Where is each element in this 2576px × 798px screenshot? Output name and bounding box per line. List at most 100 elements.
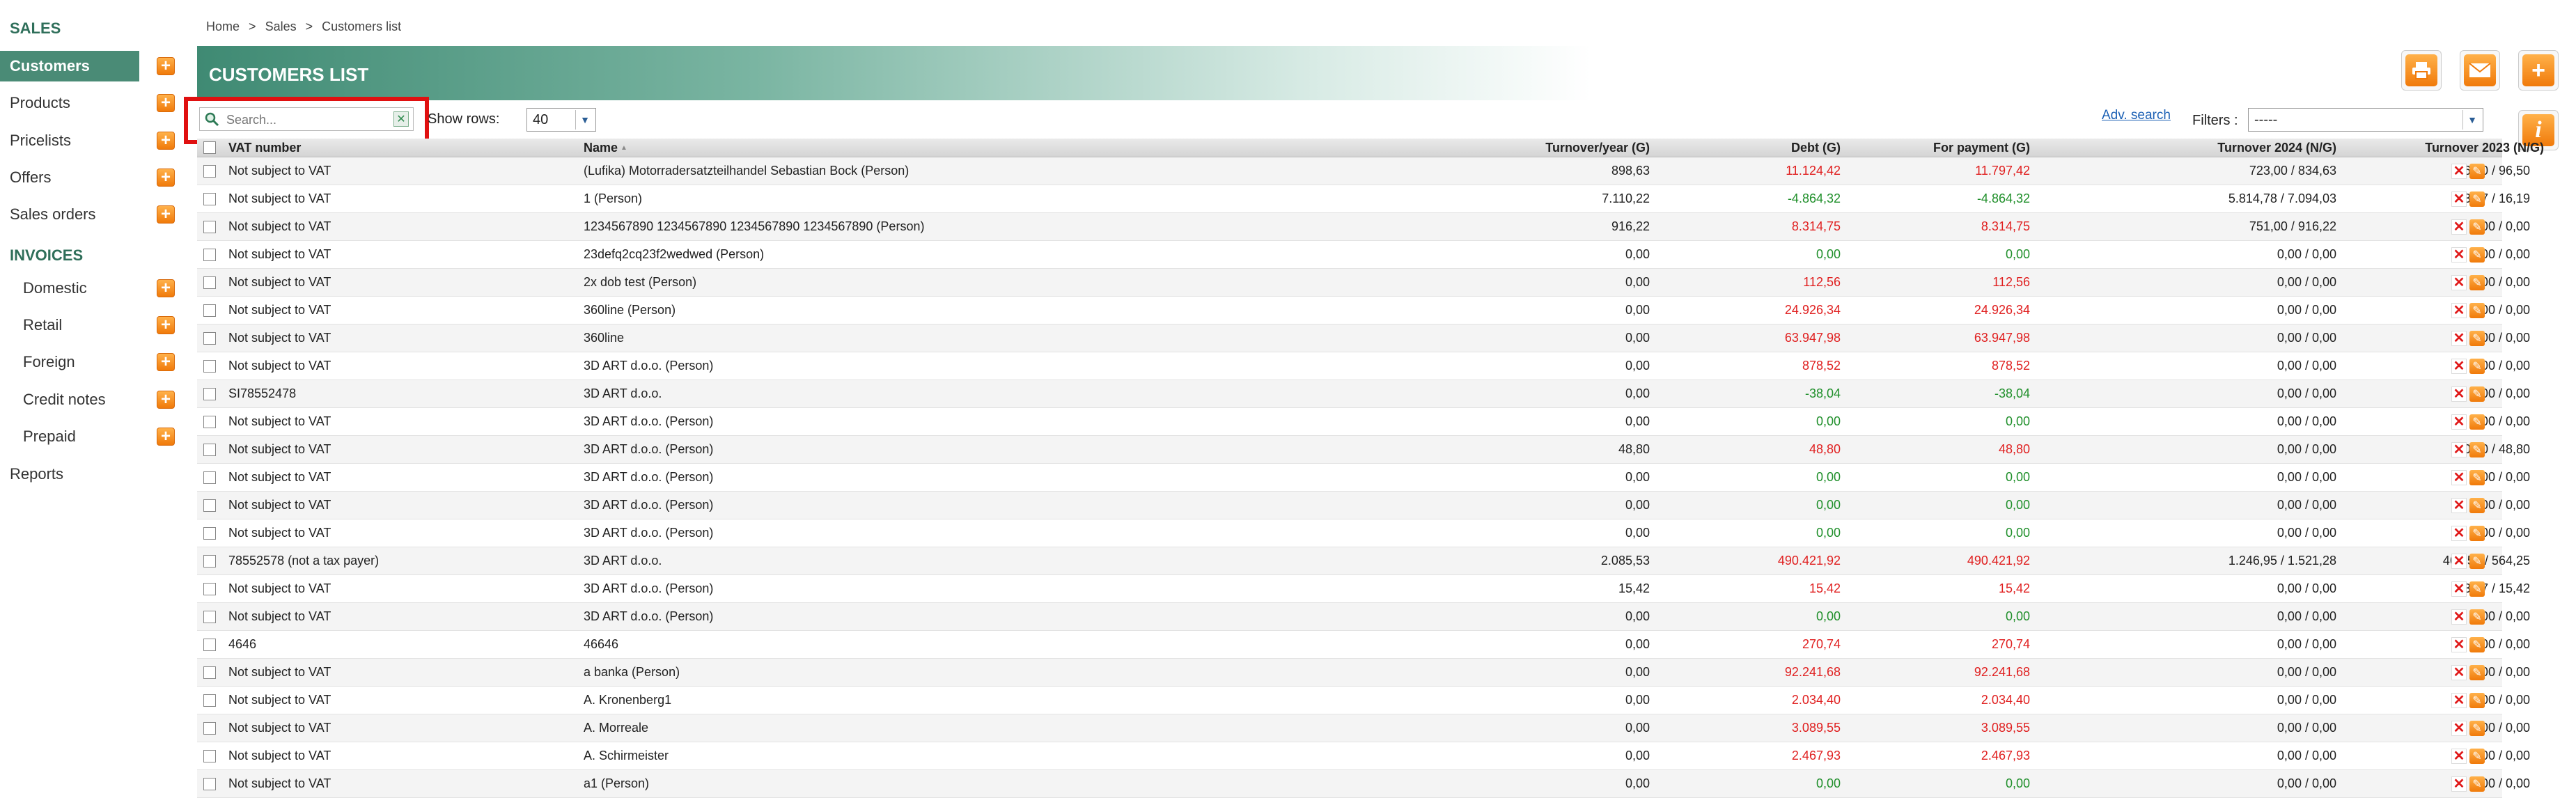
column-header-turnover[interactable]: Turnover/year (G) — [1545, 140, 1650, 155]
sidebar-item-products[interactable]: Products — [0, 88, 187, 118]
sidebar-item-domestic[interactable]: Domestic — [0, 273, 187, 304]
row-checkbox[interactable] — [203, 554, 216, 568]
name-cell[interactable]: 3D ART d.o.o. (Person) — [584, 609, 714, 623]
row-checkbox[interactable] — [203, 582, 216, 595]
delete-icon[interactable]: ✕ — [2451, 553, 2467, 569]
search-input[interactable] — [225, 110, 381, 130]
row-checkbox[interactable] — [203, 164, 216, 178]
sidebar-item-offers[interactable]: Offers — [0, 162, 187, 193]
table-row[interactable]: Not subject to VAT 3D ART d.o.o. (Person)… — [197, 575, 2530, 603]
sidebar-item-reports[interactable]: Reports — [0, 459, 187, 490]
table-row[interactable]: Not subject to VAT 360line (Person) 0,00 24… — [197, 297, 2530, 324]
name-cell[interactable]: 3D ART d.o.o. (Person) — [584, 498, 714, 512]
table-row[interactable]: Not subject to VAT A. Morreale 0,00 3.089,5… — [197, 714, 2530, 742]
sidebar-item-foreign[interactable]: Foreign — [0, 347, 187, 377]
name-cell[interactable]: 3D ART d.o.o. — [584, 386, 662, 400]
delete-icon[interactable]: ✕ — [2451, 191, 2467, 207]
row-checkbox[interactable] — [203, 666, 216, 679]
row-checkbox[interactable] — [203, 192, 216, 205]
clear-search-icon[interactable]: ✕ — [393, 111, 409, 127]
edit-icon[interactable]: ✎ — [2469, 692, 2485, 708]
edit-icon[interactable]: ✎ — [2469, 330, 2485, 346]
table-row[interactable]: Not subject to VAT a banka (Person) 0,00 92… — [197, 659, 2530, 687]
name-cell[interactable]: 3D ART d.o.o. — [584, 554, 662, 568]
name-cell[interactable]: a banka (Person) — [584, 665, 680, 679]
column-header-vat[interactable]: VAT number — [228, 140, 302, 155]
table-row[interactable]: Not subject to VAT 1 (Person) 7.110,22 -4.8… — [197, 185, 2530, 213]
table-row[interactable]: Not subject to VAT 1234567890 1234567890 … — [197, 213, 2530, 241]
name-cell[interactable]: 3D ART d.o.o. (Person) — [584, 414, 714, 428]
table-row[interactable]: Not subject to VAT (Lufika) Motorradersat… — [197, 157, 2530, 185]
row-checkbox[interactable] — [203, 387, 216, 400]
advanced-search-link[interactable]: Adv. search — [2102, 108, 2171, 123]
column-header-debt[interactable]: Debt (G) — [1791, 140, 1841, 155]
delete-icon[interactable]: ✕ — [2451, 720, 2467, 736]
table-row[interactable]: Not subject to VAT 360line 0,00 63.947,98 63… — [197, 324, 2530, 352]
table-row[interactable]: Not subject to VAT 3D ART d.o.o. (Person)… — [197, 408, 2530, 436]
add-foreign-invoice-icon[interactable]: + — [157, 353, 175, 371]
row-checkbox[interactable] — [203, 749, 216, 762]
row-checkbox[interactable] — [203, 248, 216, 261]
name-cell[interactable]: A. Morreale — [584, 721, 649, 735]
select-all-checkbox[interactable] — [203, 141, 216, 154]
edit-icon[interactable]: ✎ — [2469, 553, 2485, 569]
column-header-name[interactable]: Name ▲ — [584, 139, 627, 157]
sidebar-item-prepaid[interactable]: Prepaid — [0, 421, 187, 452]
show-rows-select[interactable]: 40 ▼ — [526, 108, 596, 132]
row-checkbox[interactable] — [203, 304, 216, 317]
edit-icon[interactable]: ✎ — [2469, 664, 2485, 680]
table-row[interactable]: Not subject to VAT A. Schirmeister 0,00 2.4… — [197, 742, 2530, 770]
edit-icon[interactable]: ✎ — [2469, 302, 2485, 318]
delete-icon[interactable]: ✕ — [2451, 386, 2467, 402]
name-cell[interactable]: 360line — [584, 331, 625, 345]
table-row[interactable]: Not subject to VAT 2x dob test (Person) 0,… — [197, 269, 2530, 297]
delete-icon[interactable]: ✕ — [2451, 692, 2467, 708]
edit-icon[interactable]: ✎ — [2469, 748, 2485, 764]
edit-icon[interactable]: ✎ — [2469, 581, 2485, 597]
edit-icon[interactable]: ✎ — [2469, 636, 2485, 652]
sidebar-item-retail[interactable]: Retail — [0, 310, 187, 341]
name-cell[interactable]: (Lufika) Motorradersatzteilhandel Sebast… — [584, 164, 910, 178]
delete-icon[interactable]: ✕ — [2451, 748, 2467, 764]
edit-icon[interactable]: ✎ — [2469, 247, 2485, 263]
filters-select[interactable]: ----- ▼ — [2248, 108, 2483, 132]
breadcrumb-sales[interactable]: Sales — [265, 19, 297, 33]
edit-icon[interactable]: ✎ — [2469, 776, 2485, 792]
edit-icon[interactable]: ✎ — [2469, 414, 2485, 430]
name-cell[interactable]: A. Schirmeister — [584, 749, 669, 762]
edit-icon[interactable]: ✎ — [2469, 191, 2485, 207]
delete-icon[interactable]: ✕ — [2451, 497, 2467, 513]
name-cell[interactable]: 23defq2cq23f2wedwed (Person) — [584, 247, 765, 261]
table-row[interactable]: Not subject to VAT a1 (Person) 0,00 0,00 0,0… — [197, 770, 2530, 798]
column-header-turnover-2024[interactable]: Turnover 2024 (N/G) — [2217, 140, 2336, 155]
table-row[interactable]: Not subject to VAT 23defq2cq23f2wedwed (P… — [197, 241, 2530, 269]
row-checkbox[interactable] — [203, 526, 216, 540]
edit-icon[interactable]: ✎ — [2469, 274, 2485, 290]
name-cell[interactable]: a1 (Person) — [584, 776, 650, 790]
delete-icon[interactable]: ✕ — [2451, 581, 2467, 597]
edit-icon[interactable]: ✎ — [2469, 163, 2485, 179]
name-cell[interactable]: 46646 — [584, 637, 619, 651]
table-row[interactable]: Not subject to VAT 3D ART d.o.o. (Person)… — [197, 603, 2530, 631]
sidebar-item-sales-orders[interactable]: Sales orders — [0, 199, 187, 230]
add-sales-order-icon[interactable]: + — [157, 205, 175, 224]
add-customer-icon[interactable]: + — [157, 57, 175, 75]
row-checkbox[interactable] — [203, 331, 216, 345]
add-prepaid-invoice-icon[interactable]: + — [157, 428, 175, 446]
name-cell[interactable]: 3D ART d.o.o. (Person) — [584, 526, 714, 540]
edit-icon[interactable]: ✎ — [2469, 358, 2485, 374]
add-product-icon[interactable]: + — [157, 94, 175, 112]
row-checkbox[interactable] — [203, 499, 216, 512]
delete-icon[interactable]: ✕ — [2451, 219, 2467, 235]
print-button[interactable] — [2401, 50, 2442, 91]
row-checkbox[interactable] — [203, 276, 216, 289]
sidebar-item-credit-notes[interactable]: Credit notes — [0, 384, 187, 415]
name-cell[interactable]: 3D ART d.o.o. (Person) — [584, 470, 714, 484]
delete-icon[interactable]: ✕ — [2451, 664, 2467, 680]
edit-icon[interactable]: ✎ — [2469, 497, 2485, 513]
edit-icon[interactable]: ✎ — [2469, 525, 2485, 541]
row-checkbox[interactable] — [203, 610, 216, 623]
row-checkbox[interactable] — [203, 638, 216, 651]
email-button[interactable] — [2460, 50, 2500, 91]
row-checkbox[interactable] — [203, 359, 216, 373]
